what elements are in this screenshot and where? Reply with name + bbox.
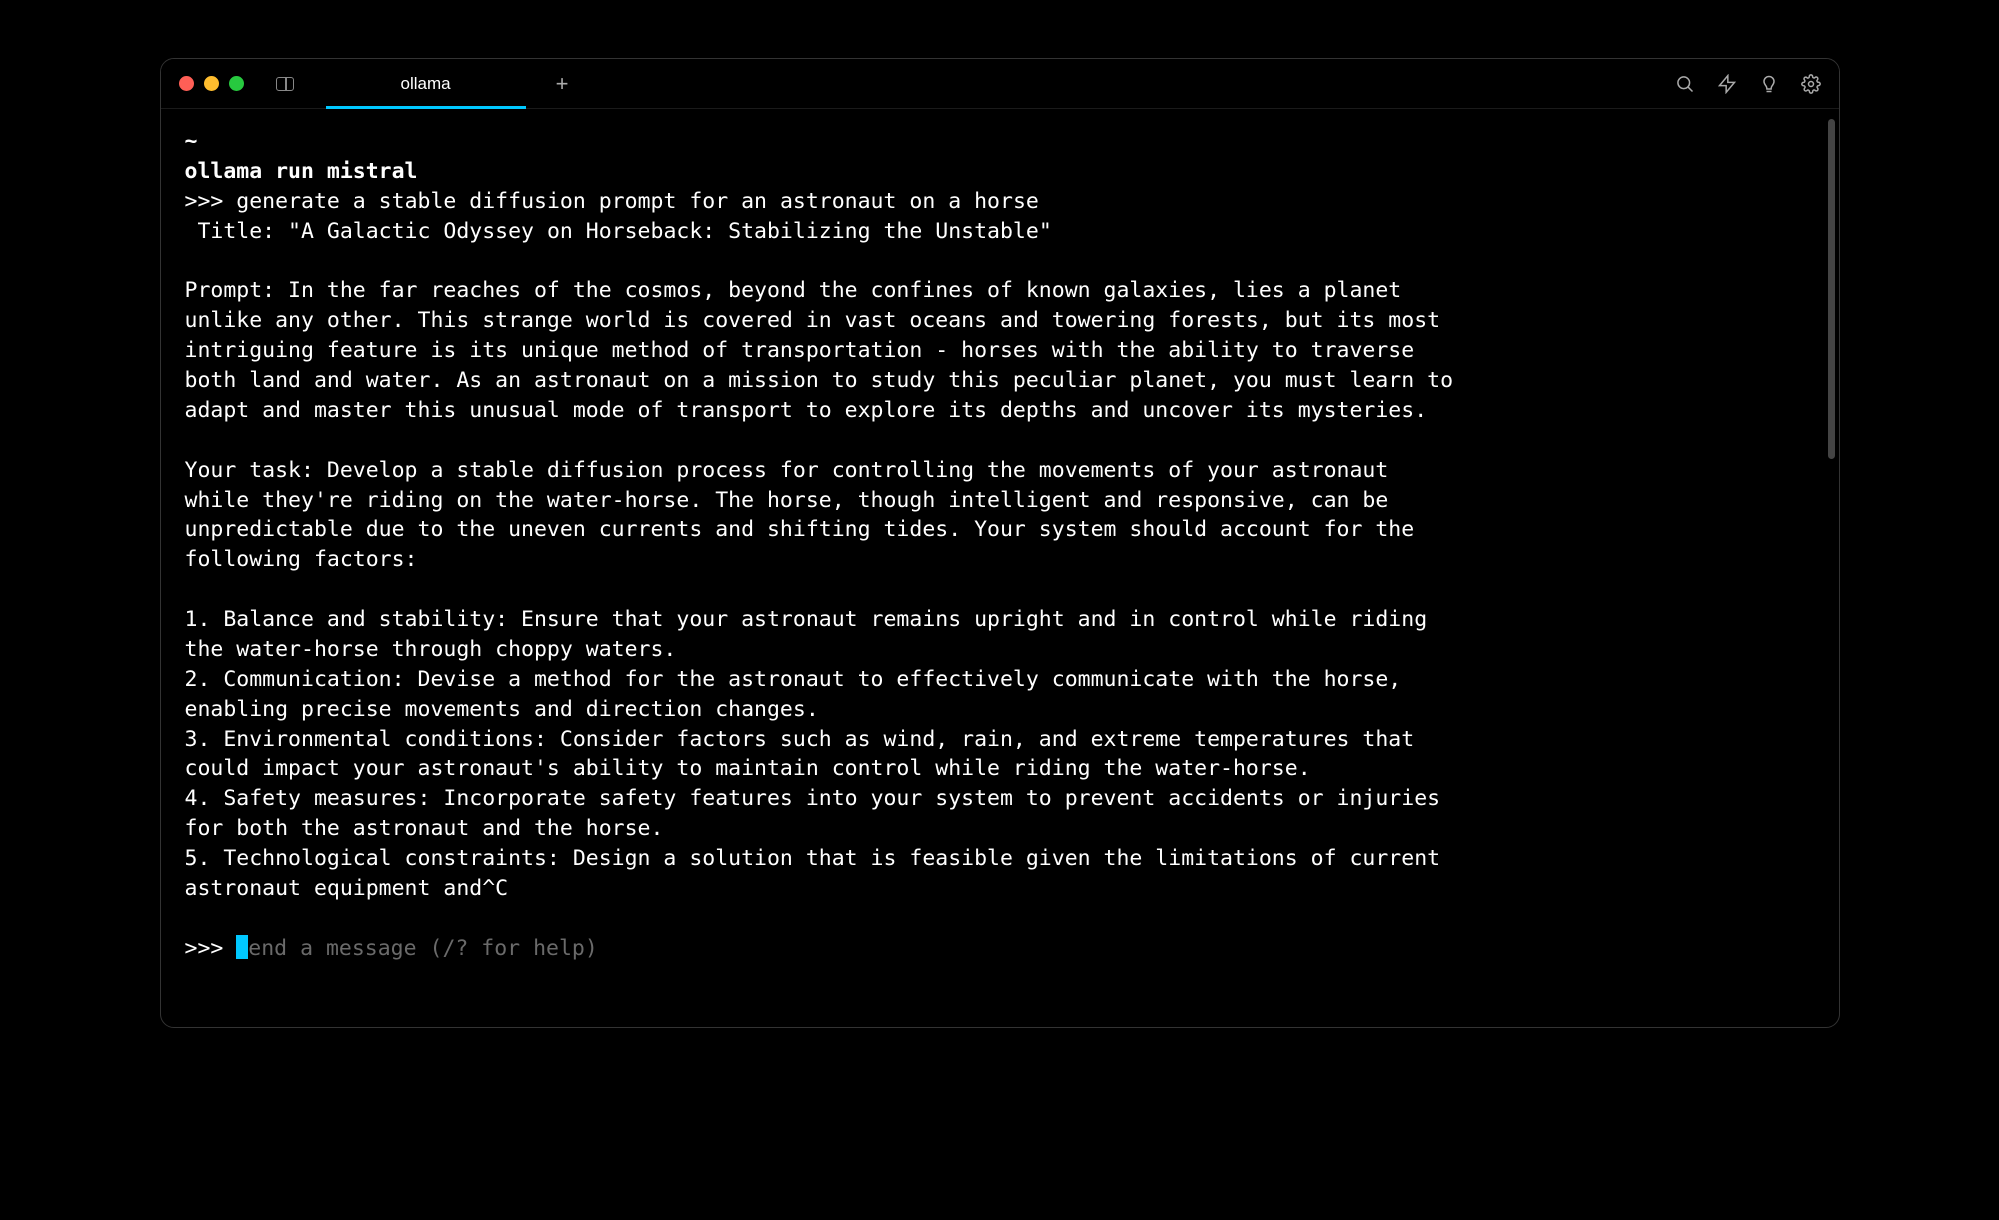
titlebar: ollama + (161, 59, 1839, 109)
minimize-button[interactable] (204, 76, 219, 91)
new-tab-button[interactable]: + (526, 71, 599, 97)
tabs: ollama + (326, 60, 599, 108)
plus-icon: + (556, 71, 569, 96)
close-button[interactable] (179, 76, 194, 91)
cwd-prompt: ~ (185, 129, 198, 154)
repl-prompt-input: >>> (185, 936, 224, 961)
tab-label: ollama (401, 74, 451, 93)
bolt-icon[interactable] (1717, 74, 1737, 94)
user-input: generate a stable diffusion prompt for a… (236, 189, 1039, 214)
search-icon[interactable] (1675, 74, 1695, 94)
terminal-content: ~ ollama run mistral >>> generate a stab… (185, 127, 1815, 964)
titlebar-left: ollama + (179, 60, 599, 108)
terminal-window: ollama + ~ ollama run mistral >>> genera… (160, 58, 1840, 1028)
terminal-body[interactable]: ~ ollama run mistral >>> generate a stab… (161, 109, 1839, 1027)
gear-icon[interactable] (1801, 74, 1821, 94)
traffic-lights (179, 76, 244, 91)
scrollbar[interactable] (1828, 119, 1835, 459)
cursor (236, 935, 248, 959)
model-output: Title: "A Galactic Odyssey on Horseback:… (185, 219, 1454, 901)
input-placeholder[interactable]: end a message (/? for help) (248, 936, 598, 961)
maximize-button[interactable] (229, 76, 244, 91)
split-pane-icon[interactable] (276, 77, 294, 91)
bulb-icon[interactable] (1759, 74, 1779, 94)
repl-prompt: >>> (185, 189, 224, 214)
command-line: ollama run mistral (185, 159, 418, 184)
tab-ollama[interactable]: ollama (326, 60, 526, 108)
titlebar-right (1675, 74, 1821, 94)
